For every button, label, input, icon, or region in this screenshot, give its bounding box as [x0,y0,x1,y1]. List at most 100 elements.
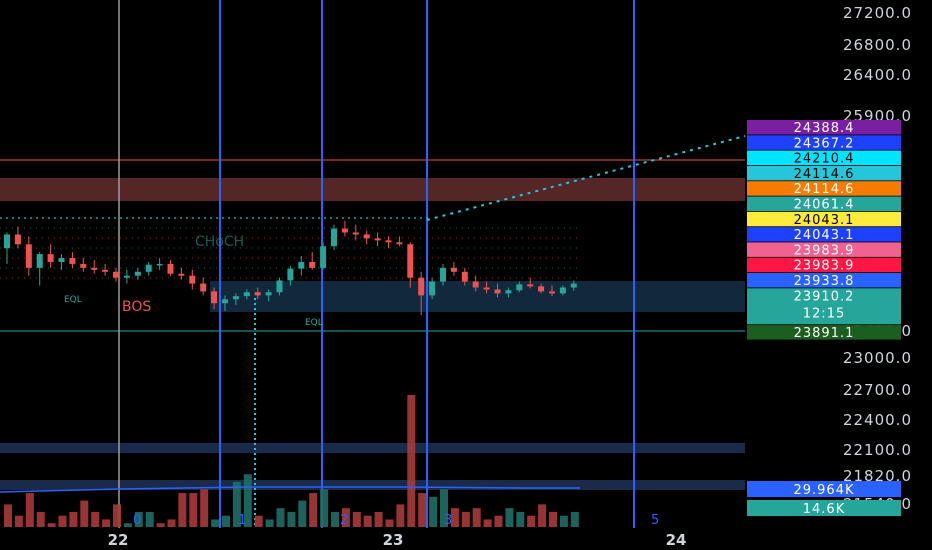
candle-body [189,275,196,284]
volume-bar [407,395,416,527]
volume-bar [134,511,143,527]
price-badge [747,165,901,181]
candle-body [298,261,305,269]
price-badge [747,150,901,166]
candle-body [396,242,403,245]
volume-bar [396,504,405,527]
candle-body [232,296,239,300]
volume-badge [747,481,901,497]
volume-bar [320,489,329,527]
choch-label: CHoCH [195,234,244,250]
candle-body [385,240,392,243]
volume-bar [211,519,220,527]
price-tick-label: 21820.0 [843,467,912,485]
candle-body [265,292,272,296]
volume-bar [331,511,339,527]
candle-body [25,244,32,268]
candle-body [538,286,545,292]
volume-bar [516,511,525,527]
candle-body [472,281,479,288]
candle-body [134,271,141,276]
candle-body [47,254,54,262]
volume-bar [145,511,154,527]
price-badge [747,135,901,150]
volume-bar [309,493,318,527]
candle-body [309,261,316,268]
volume-bar [549,511,557,527]
volume-badge-label: 29.964K [793,483,854,498]
price-tick-label: 26400.0 [843,66,912,84]
candle-body [276,280,283,293]
candle-body [331,228,337,247]
volume-bar [440,489,448,527]
candle-body [527,284,534,287]
price-badge-label: 23933.8 [794,274,855,289]
price-tick-label: 23000.0 [843,349,912,367]
candle-body [222,299,228,304]
volume-bar [265,519,274,527]
volume-bar [385,519,394,527]
price-badge [747,288,901,325]
volume-band-upper [0,443,745,453]
volume-bar [243,474,252,527]
candle-body [570,283,577,288]
candle-body [363,234,370,239]
volume-bar [570,511,579,527]
price-badge-label: 23891.1 [794,326,855,341]
price-badge [747,325,901,340]
candle-body [243,292,250,297]
time-axis-label: 22 [108,531,129,549]
candle-body [36,254,43,268]
candle-body [559,287,566,294]
time-axis-label: 24 [666,531,687,549]
candle-body [69,258,76,264]
candle-body [440,267,446,282]
candle-body [113,271,119,278]
candle-body [178,273,185,276]
candle-body [167,263,174,274]
volume-bar [341,508,350,527]
price-tick-label: 22400.0 [843,411,912,429]
candle-body [429,281,436,296]
candle-body [407,244,414,278]
volume-bar [483,519,492,527]
volume-bar [287,511,296,527]
volume-bar [25,493,34,527]
candle-body [200,283,207,292]
candle-body [461,271,468,282]
volume-bar [200,489,209,527]
price-tick-label: 26800.0 [843,36,912,54]
time-axis-label: 23 [383,531,404,549]
candle-body [374,238,381,241]
price-badge [747,273,901,288]
bos-label: BOS [122,299,151,315]
candle-body [102,269,109,272]
price-badge-label: 24367.2 [794,136,855,151]
candle-body [287,268,294,281]
candle-body [156,263,163,266]
volume-bar [58,515,67,527]
price-badge-label: 24114.6 [794,182,855,197]
volume-bar [527,515,536,527]
volume-band-lower [0,480,745,490]
volume-badge [747,500,901,516]
candle-body [549,291,555,294]
price-badge [747,181,901,196]
eql-label-right: EQL [305,318,323,328]
volume-bar [189,493,198,527]
volume-bar [156,523,165,527]
price-badge-label: 24061.4 [794,198,855,213]
eql-label-left: EQL [64,295,82,305]
volume-bar [123,523,132,527]
volume-bar [538,504,547,527]
volume-bar [102,519,111,527]
candle-body [505,290,512,294]
candle-body [450,267,457,272]
candle-body [516,284,523,291]
candle-body [494,289,501,294]
candle-body [4,234,10,249]
price-badge-time: 12:15 [803,306,845,321]
candle-body [418,277,425,296]
